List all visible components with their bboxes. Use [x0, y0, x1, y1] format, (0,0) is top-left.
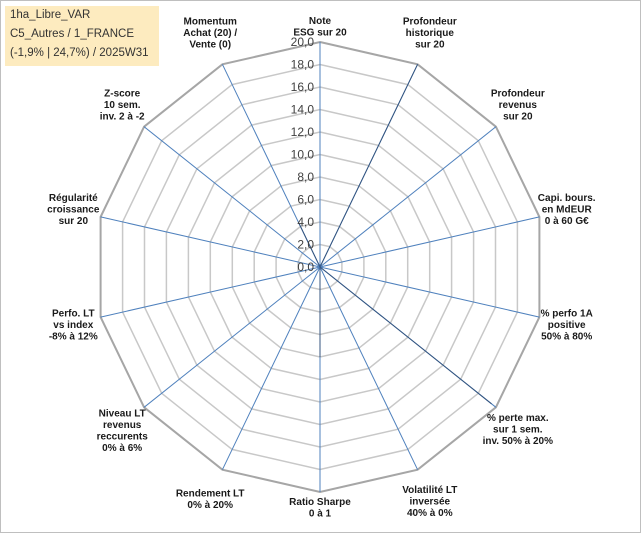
axis-label: Capi. bours. en MdEUR 0 à 60 G€	[538, 193, 596, 227]
axis-label: Z-score 10 sem. inv. 2 à -2	[100, 89, 145, 123]
tick-layer: 0,0 2,0 4,0 6,0 8,0 10,0 12,0 14,0 16,0 18,0 20,0	[291, 35, 315, 274]
tick-label: 14,0	[291, 103, 315, 117]
tick-label: 20,0	[291, 35, 315, 49]
info-box: 1ha_Libre_VAR C5_Autres / 1_FRANCE (-1,9…	[5, 6, 159, 66]
tick-label: 2,0	[297, 238, 314, 252]
axis-label: % perte max. sur 1 sem. inv. 50% à 20%	[483, 413, 554, 447]
label-layer: Note ESG sur 20 Profondeur historique sur 20…	[47, 16, 596, 520]
series-area	[298, 64, 492, 405]
axis-label: Volatilité LT inversée 40% à 0%	[402, 485, 457, 519]
tick-label: 4,0	[297, 215, 314, 229]
axis-spoke	[100, 266, 321, 318]
axis-label: Rendement LT 0% à 20%	[176, 489, 245, 512]
axis-label: Niveau LT revenus reccurents 0% à 6%	[97, 409, 149, 455]
axis-label: Régularité croissance sur 20	[47, 193, 100, 227]
axis-spoke	[319, 266, 540, 318]
info-line-3: (-1,9% | 24,7%) / 2025W31	[10, 47, 149, 59]
axis-spoke	[100, 216, 321, 268]
axis-spoke	[319, 216, 540, 268]
tick-label: 18,0	[291, 58, 315, 72]
axis-spoke	[319, 126, 497, 268]
axis-label: Ratio Sharpe 0 à 1	[289, 497, 351, 520]
info-line-1: 1ha_Libre_VAR	[10, 9, 91, 21]
axis-label: Perfo. LT vs index -8% à 12%	[49, 309, 98, 343]
tick-label: 0,0	[297, 260, 314, 274]
axis-label: Note ESG sur 20	[293, 16, 347, 39]
tick-label: 8,0	[297, 170, 314, 184]
axis-spoke	[143, 266, 321, 408]
tick-label: 10,0	[291, 148, 315, 162]
tick-label: 16,0	[291, 80, 315, 94]
series-layer	[298, 64, 492, 405]
axis-spoke	[143, 126, 321, 268]
axis-label: Profondeur revenus sur 20	[491, 89, 545, 123]
tick-label: 12,0	[291, 125, 315, 139]
tick-label: 6,0	[297, 193, 314, 207]
axis-spoke	[319, 266, 419, 470]
axis-spoke	[221, 266, 321, 470]
axis-label: Profondeur historique sur 20	[403, 17, 457, 51]
axis-label: % perfo 1A positive 50% à 80%	[541, 309, 593, 343]
axis-label: Momentum Achat (20) / Vente (0)	[183, 17, 237, 51]
info-line-2: C5_Autres / 1_FRANCE	[10, 28, 134, 40]
